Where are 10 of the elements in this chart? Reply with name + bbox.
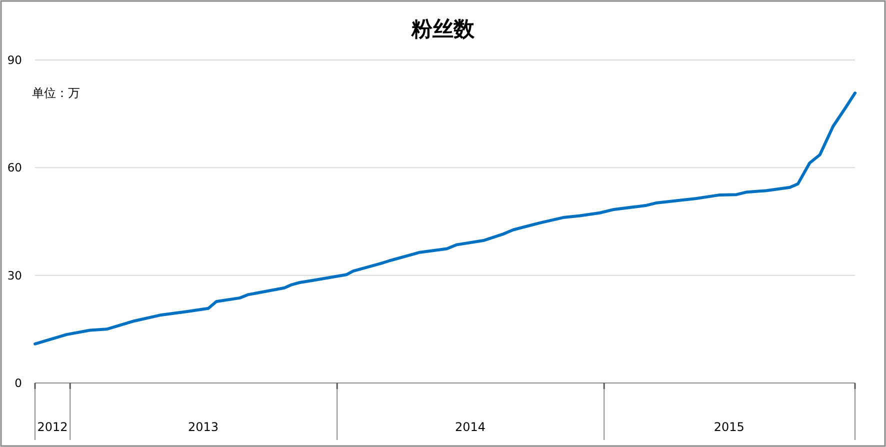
x-tick-label: 2014 xyxy=(454,420,486,434)
y-tick-label: 90 xyxy=(7,53,22,67)
x-tick-label: 2013 xyxy=(188,420,219,434)
y-tick-label: 0 xyxy=(14,376,22,390)
annotation: 单位：万 xyxy=(32,86,80,100)
title: 粉丝数 xyxy=(412,16,474,41)
x-tick-label: 2012 xyxy=(37,420,68,434)
y-tick-label: 60 xyxy=(7,160,22,175)
x-tick-label: 2015 xyxy=(714,420,744,434)
y-tick-label: 30 xyxy=(7,268,22,282)
